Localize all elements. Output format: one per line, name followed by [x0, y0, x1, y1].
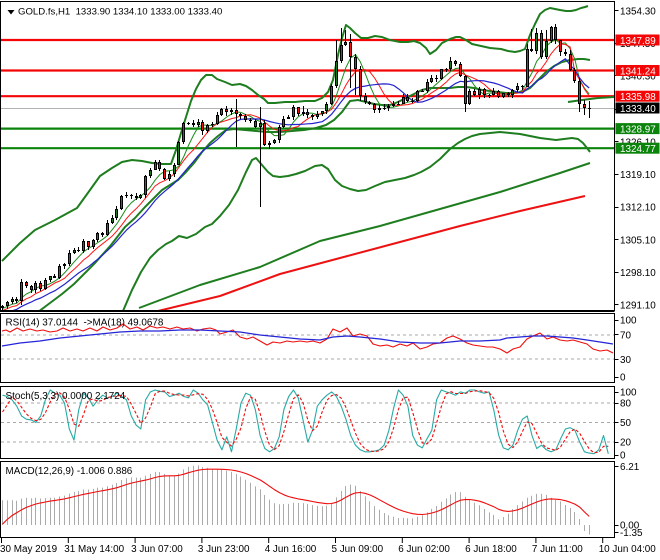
svg-text:3 Jun 07:00: 3 Jun 07:00 — [131, 544, 183, 555]
svg-text:1312.10: 1312.10 — [620, 203, 656, 214]
svg-text:GOLD.fs,H1 1333.90 1334.10 13: GOLD.fs,H1 1333.90 1334.10 1333.00 1333.… — [18, 7, 222, 18]
svg-text:1305.10: 1305.10 — [620, 235, 656, 246]
svg-text:1324.77: 1324.77 — [620, 144, 656, 155]
svg-text:-1.35: -1.35 — [620, 528, 643, 539]
svg-text:10 Jun 04:00: 10 Jun 04:00 — [599, 544, 657, 555]
svg-text:0.00: 0.00 — [620, 521, 640, 532]
svg-text:0: 0 — [620, 451, 626, 462]
svg-text:6 Jun 18:00: 6 Jun 18:00 — [465, 544, 517, 555]
svg-text:1319.10: 1319.10 — [620, 170, 656, 181]
svg-text:6 Jun 02:00: 6 Jun 02:00 — [398, 544, 450, 555]
svg-text:4 Jun 16:00: 4 Jun 16:00 — [265, 544, 317, 555]
svg-text:6.21: 6.21 — [620, 462, 640, 473]
svg-text:1335.98: 1335.98 — [620, 92, 656, 103]
svg-text:31 May 14:00: 31 May 14:00 — [64, 544, 124, 555]
svg-text:1341.24: 1341.24 — [620, 66, 656, 77]
svg-text:20: 20 — [620, 438, 631, 449]
svg-text:1298.10: 1298.10 — [620, 268, 656, 279]
svg-text:1340.30: 1340.30 — [620, 72, 656, 83]
svg-text:1328.97: 1328.97 — [620, 125, 656, 136]
svg-text:70: 70 — [620, 331, 631, 342]
svg-text:30: 30 — [620, 355, 631, 366]
svg-text:30 May 2019: 30 May 2019 — [0, 544, 58, 555]
svg-text:50: 50 — [620, 418, 631, 429]
svg-text:80: 80 — [620, 399, 631, 410]
svg-text:1333.40: 1333.40 — [620, 104, 656, 115]
svg-text:7 Jun 11:00: 7 Jun 11:00 — [532, 544, 583, 555]
svg-text:0: 0 — [620, 373, 626, 384]
svg-text:100: 100 — [620, 316, 637, 327]
svg-text:1347.89: 1347.89 — [620, 36, 656, 47]
svg-text:5 Jun 09:00: 5 Jun 09:00 — [332, 544, 384, 555]
svg-text:1291.10: 1291.10 — [620, 300, 656, 311]
svg-text:3 Jun 23:00: 3 Jun 23:00 — [198, 544, 250, 555]
svg-text:RSI(14) 37.0144 ->MA(18) 49.0: RSI(14) 37.0144 ->MA(18) 49.0678 — [6, 318, 164, 329]
svg-text:Stoch(5,3,3) 0.0000 2.1724: Stoch(5,3,3) 0.0000 2.1724 — [6, 391, 126, 402]
svg-text:1354.30: 1354.30 — [620, 6, 656, 17]
svg-text:MACD(12,26,9) -1.006 0.886: MACD(12,26,9) -1.006 0.886 — [6, 466, 133, 477]
svg-text:100: 100 — [620, 388, 637, 399]
